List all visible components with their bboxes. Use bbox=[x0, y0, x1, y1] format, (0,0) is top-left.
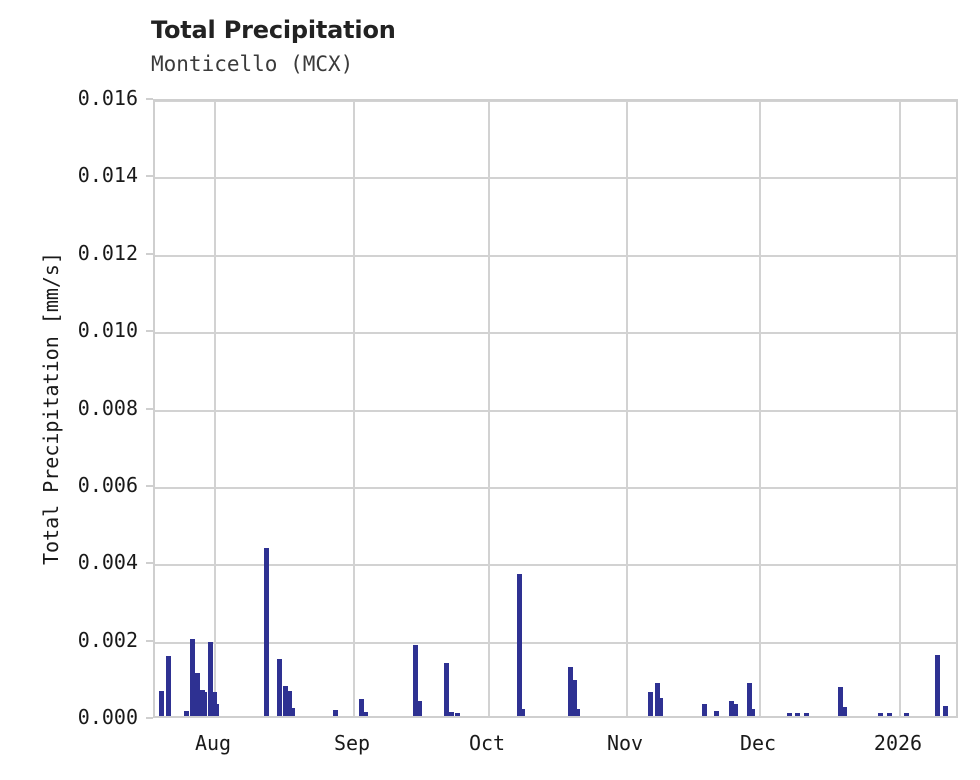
bar bbox=[750, 709, 755, 716]
bar bbox=[359, 698, 364, 716]
bar bbox=[202, 692, 207, 716]
gridline-horizontal bbox=[155, 409, 956, 412]
gridline-vertical bbox=[488, 101, 490, 716]
y-axis-tick-label: 0.000 bbox=[77, 705, 138, 729]
bar bbox=[658, 698, 663, 716]
x-axis-tick-label: 2026 bbox=[873, 731, 923, 755]
gridline-horizontal bbox=[155, 101, 956, 102]
bar bbox=[277, 659, 282, 716]
gridline-vertical bbox=[353, 101, 355, 716]
bar bbox=[747, 682, 752, 716]
bar bbox=[575, 709, 580, 716]
bar bbox=[413, 644, 418, 716]
y-axis-tick-mark bbox=[146, 98, 153, 100]
bar bbox=[804, 712, 809, 716]
bar bbox=[190, 639, 195, 716]
y-axis-tick-label: 0.002 bbox=[77, 627, 138, 652]
bar bbox=[449, 711, 454, 716]
bar bbox=[838, 687, 843, 716]
gridline-horizontal bbox=[155, 564, 956, 567]
chart-title: Total Precipitation bbox=[151, 16, 396, 44]
y-axis-tick-label: 0.014 bbox=[77, 163, 138, 188]
bar bbox=[702, 704, 707, 716]
plot-area bbox=[153, 99, 958, 718]
bar bbox=[568, 666, 573, 716]
bar bbox=[517, 574, 522, 716]
y-axis-tick-mark bbox=[146, 252, 153, 255]
bar bbox=[887, 712, 892, 716]
bar bbox=[214, 704, 219, 716]
bar bbox=[264, 547, 269, 716]
bar bbox=[208, 641, 213, 716]
bar bbox=[212, 691, 217, 716]
y-axis-tick-label: 0.012 bbox=[77, 240, 138, 265]
y-axis-tick-mark bbox=[146, 639, 153, 642]
y-axis-tick-label: 0.004 bbox=[77, 550, 138, 575]
bar bbox=[842, 706, 847, 716]
y-axis-tick-mark bbox=[146, 407, 153, 410]
y-axis-tick-mark bbox=[146, 175, 153, 178]
gridline-vertical bbox=[759, 101, 761, 716]
bar bbox=[943, 705, 948, 716]
bar bbox=[290, 707, 295, 716]
bar bbox=[648, 692, 653, 716]
bar bbox=[714, 710, 719, 716]
gridline-horizontal bbox=[155, 254, 956, 257]
bar bbox=[444, 663, 449, 716]
bar bbox=[455, 712, 460, 716]
y-axis-tick-label: 0.010 bbox=[77, 318, 138, 343]
bar bbox=[166, 655, 171, 716]
gridline-horizontal bbox=[155, 177, 956, 180]
bar bbox=[787, 712, 792, 716]
bar bbox=[572, 680, 577, 716]
y-axis-tick-mark bbox=[146, 330, 153, 333]
bar bbox=[935, 655, 940, 716]
bar bbox=[159, 690, 164, 716]
gridline-horizontal bbox=[155, 332, 956, 335]
x-axis-tick-label: Sep bbox=[333, 731, 371, 755]
gridline-horizontal bbox=[155, 641, 956, 644]
bar bbox=[283, 685, 288, 716]
y-axis-tick-mark bbox=[146, 562, 153, 565]
y-axis-tick-label: 0.008 bbox=[77, 395, 138, 420]
bar bbox=[655, 682, 660, 716]
x-axis-tick-label: Dec bbox=[739, 731, 777, 755]
bar bbox=[520, 709, 525, 716]
bar bbox=[184, 711, 189, 716]
bar bbox=[417, 701, 422, 716]
bar bbox=[195, 672, 200, 716]
x-axis-tick-label: Nov bbox=[606, 731, 644, 755]
x-axis-tick-label: Aug bbox=[194, 731, 232, 755]
gridline-vertical bbox=[626, 101, 628, 716]
bar bbox=[333, 710, 338, 716]
y-axis-tick-label: 0.016 bbox=[77, 86, 138, 110]
bar bbox=[878, 712, 883, 716]
gridline-vertical bbox=[214, 101, 216, 716]
bar bbox=[287, 691, 292, 716]
bar bbox=[795, 712, 800, 716]
bar bbox=[904, 712, 909, 716]
y-axis-tick-mark bbox=[146, 484, 153, 487]
bar bbox=[729, 701, 734, 716]
gridline-vertical bbox=[899, 101, 901, 716]
y-axis-tick-mark bbox=[146, 717, 153, 719]
gridline-horizontal bbox=[155, 486, 956, 489]
y-axis-tick-label: 0.006 bbox=[77, 472, 138, 497]
bar bbox=[733, 704, 738, 716]
bar bbox=[363, 712, 368, 716]
chart-subtitle: Monticello (MCX) bbox=[151, 52, 354, 76]
x-axis-tick-label: Oct bbox=[468, 731, 506, 755]
